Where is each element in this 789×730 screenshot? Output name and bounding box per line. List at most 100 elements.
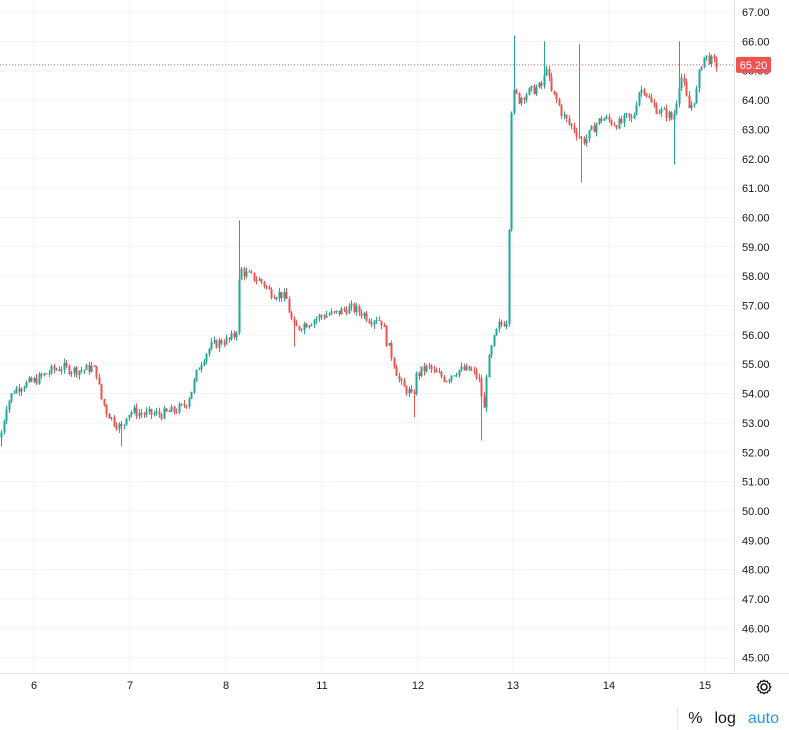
candle-body bbox=[490, 345, 493, 356]
candle-body bbox=[538, 82, 541, 88]
candle-body bbox=[508, 229, 511, 324]
candle-body bbox=[418, 372, 421, 377]
candle-body bbox=[433, 369, 436, 371]
candle-body bbox=[343, 308, 346, 310]
candle-body bbox=[555, 93, 558, 100]
auto-scale-toggle[interactable]: auto bbox=[747, 710, 779, 727]
candle-body bbox=[665, 108, 668, 118]
candle-body bbox=[335, 310, 338, 312]
candle-body bbox=[73, 367, 76, 373]
candle-body bbox=[273, 297, 276, 299]
candle-body bbox=[405, 386, 408, 394]
candle-body bbox=[113, 417, 116, 426]
percent-scale-toggle[interactable]: % bbox=[688, 710, 703, 727]
candle-body bbox=[135, 407, 138, 417]
candle-body bbox=[648, 95, 651, 98]
scale-controls: % log auto bbox=[677, 708, 779, 730]
candle-body bbox=[75, 367, 78, 376]
candle-body bbox=[120, 423, 123, 426]
candle-body bbox=[450, 375, 453, 380]
x-tick-label: 8 bbox=[223, 680, 229, 692]
candle-body bbox=[208, 348, 211, 355]
y-tick-label: 45.00 bbox=[742, 653, 770, 665]
candle-body bbox=[100, 384, 103, 399]
candle-body bbox=[305, 323, 308, 328]
candle-body bbox=[383, 325, 386, 327]
candle-body bbox=[320, 315, 323, 317]
y-tick-label: 49.00 bbox=[742, 535, 770, 547]
gear-icon[interactable] bbox=[754, 677, 774, 697]
candle-body bbox=[493, 335, 496, 346]
candle-body bbox=[650, 97, 653, 103]
candle-body bbox=[663, 108, 666, 110]
candle-body bbox=[198, 368, 201, 370]
candle-body bbox=[543, 74, 546, 86]
candle-body bbox=[700, 67, 703, 70]
y-tick-label: 59.00 bbox=[742, 242, 770, 254]
candle-body bbox=[705, 55, 708, 58]
candle-body bbox=[310, 324, 313, 326]
candle-body bbox=[5, 409, 8, 422]
candle-body bbox=[380, 320, 383, 326]
candle-body bbox=[498, 322, 501, 329]
candle-body bbox=[118, 423, 121, 429]
candle-body bbox=[348, 306, 351, 314]
candle-body bbox=[153, 413, 156, 415]
candle-body bbox=[110, 417, 113, 419]
candle-body bbox=[313, 320, 316, 325]
candle-body bbox=[40, 374, 43, 376]
y-tick-label: 63.00 bbox=[742, 124, 770, 136]
candle-body bbox=[620, 118, 623, 123]
candle-body bbox=[390, 342, 393, 359]
candle-body bbox=[170, 406, 173, 412]
candle-body bbox=[630, 117, 633, 119]
candle-body bbox=[303, 323, 306, 331]
y-tick-label: 61.00 bbox=[742, 183, 770, 195]
chart-grid bbox=[0, 0, 789, 674]
candle-body bbox=[243, 268, 246, 277]
candle-body bbox=[400, 379, 403, 381]
x-tick-label: 13 bbox=[507, 680, 519, 692]
candle-body bbox=[425, 365, 428, 372]
candle-body bbox=[533, 85, 536, 94]
candle-body bbox=[58, 369, 61, 371]
candle-body bbox=[550, 76, 553, 91]
candle-body bbox=[130, 412, 133, 415]
candle-body bbox=[585, 138, 588, 144]
candle-body bbox=[223, 343, 226, 345]
last-price-badge bbox=[736, 56, 771, 73]
y-tick-label: 60.00 bbox=[742, 212, 770, 224]
candle-body bbox=[465, 365, 468, 371]
candle-body bbox=[215, 340, 218, 348]
last-price-label: 65.20 bbox=[736, 56, 771, 73]
candle-body bbox=[453, 375, 456, 377]
candle-body bbox=[245, 271, 248, 277]
candle-body bbox=[558, 99, 561, 106]
candlestick-series bbox=[0, 35, 718, 447]
last-price-value: 65.20 bbox=[740, 60, 768, 72]
log-scale-toggle[interactable]: log bbox=[714, 710, 736, 727]
candle-body bbox=[13, 393, 16, 395]
candle-body bbox=[443, 376, 446, 382]
candle-body bbox=[523, 98, 526, 100]
candle-body bbox=[673, 113, 676, 120]
candle-body bbox=[363, 313, 366, 317]
candle-body bbox=[33, 378, 36, 382]
candle-body bbox=[308, 325, 311, 328]
candle-body bbox=[615, 125, 618, 129]
candle-body bbox=[240, 268, 243, 280]
candle-body bbox=[655, 105, 658, 114]
candle-body bbox=[213, 340, 216, 343]
candle-body bbox=[230, 333, 233, 340]
candle-body bbox=[510, 112, 513, 230]
candle-body bbox=[395, 366, 398, 376]
candle-body bbox=[468, 365, 471, 371]
candle-body bbox=[3, 421, 6, 433]
candle-body bbox=[500, 322, 503, 325]
candle-body bbox=[278, 292, 281, 298]
candle-body bbox=[638, 92, 641, 106]
candle-body bbox=[193, 380, 196, 392]
candle-body bbox=[688, 95, 691, 109]
candle-body bbox=[520, 98, 523, 104]
